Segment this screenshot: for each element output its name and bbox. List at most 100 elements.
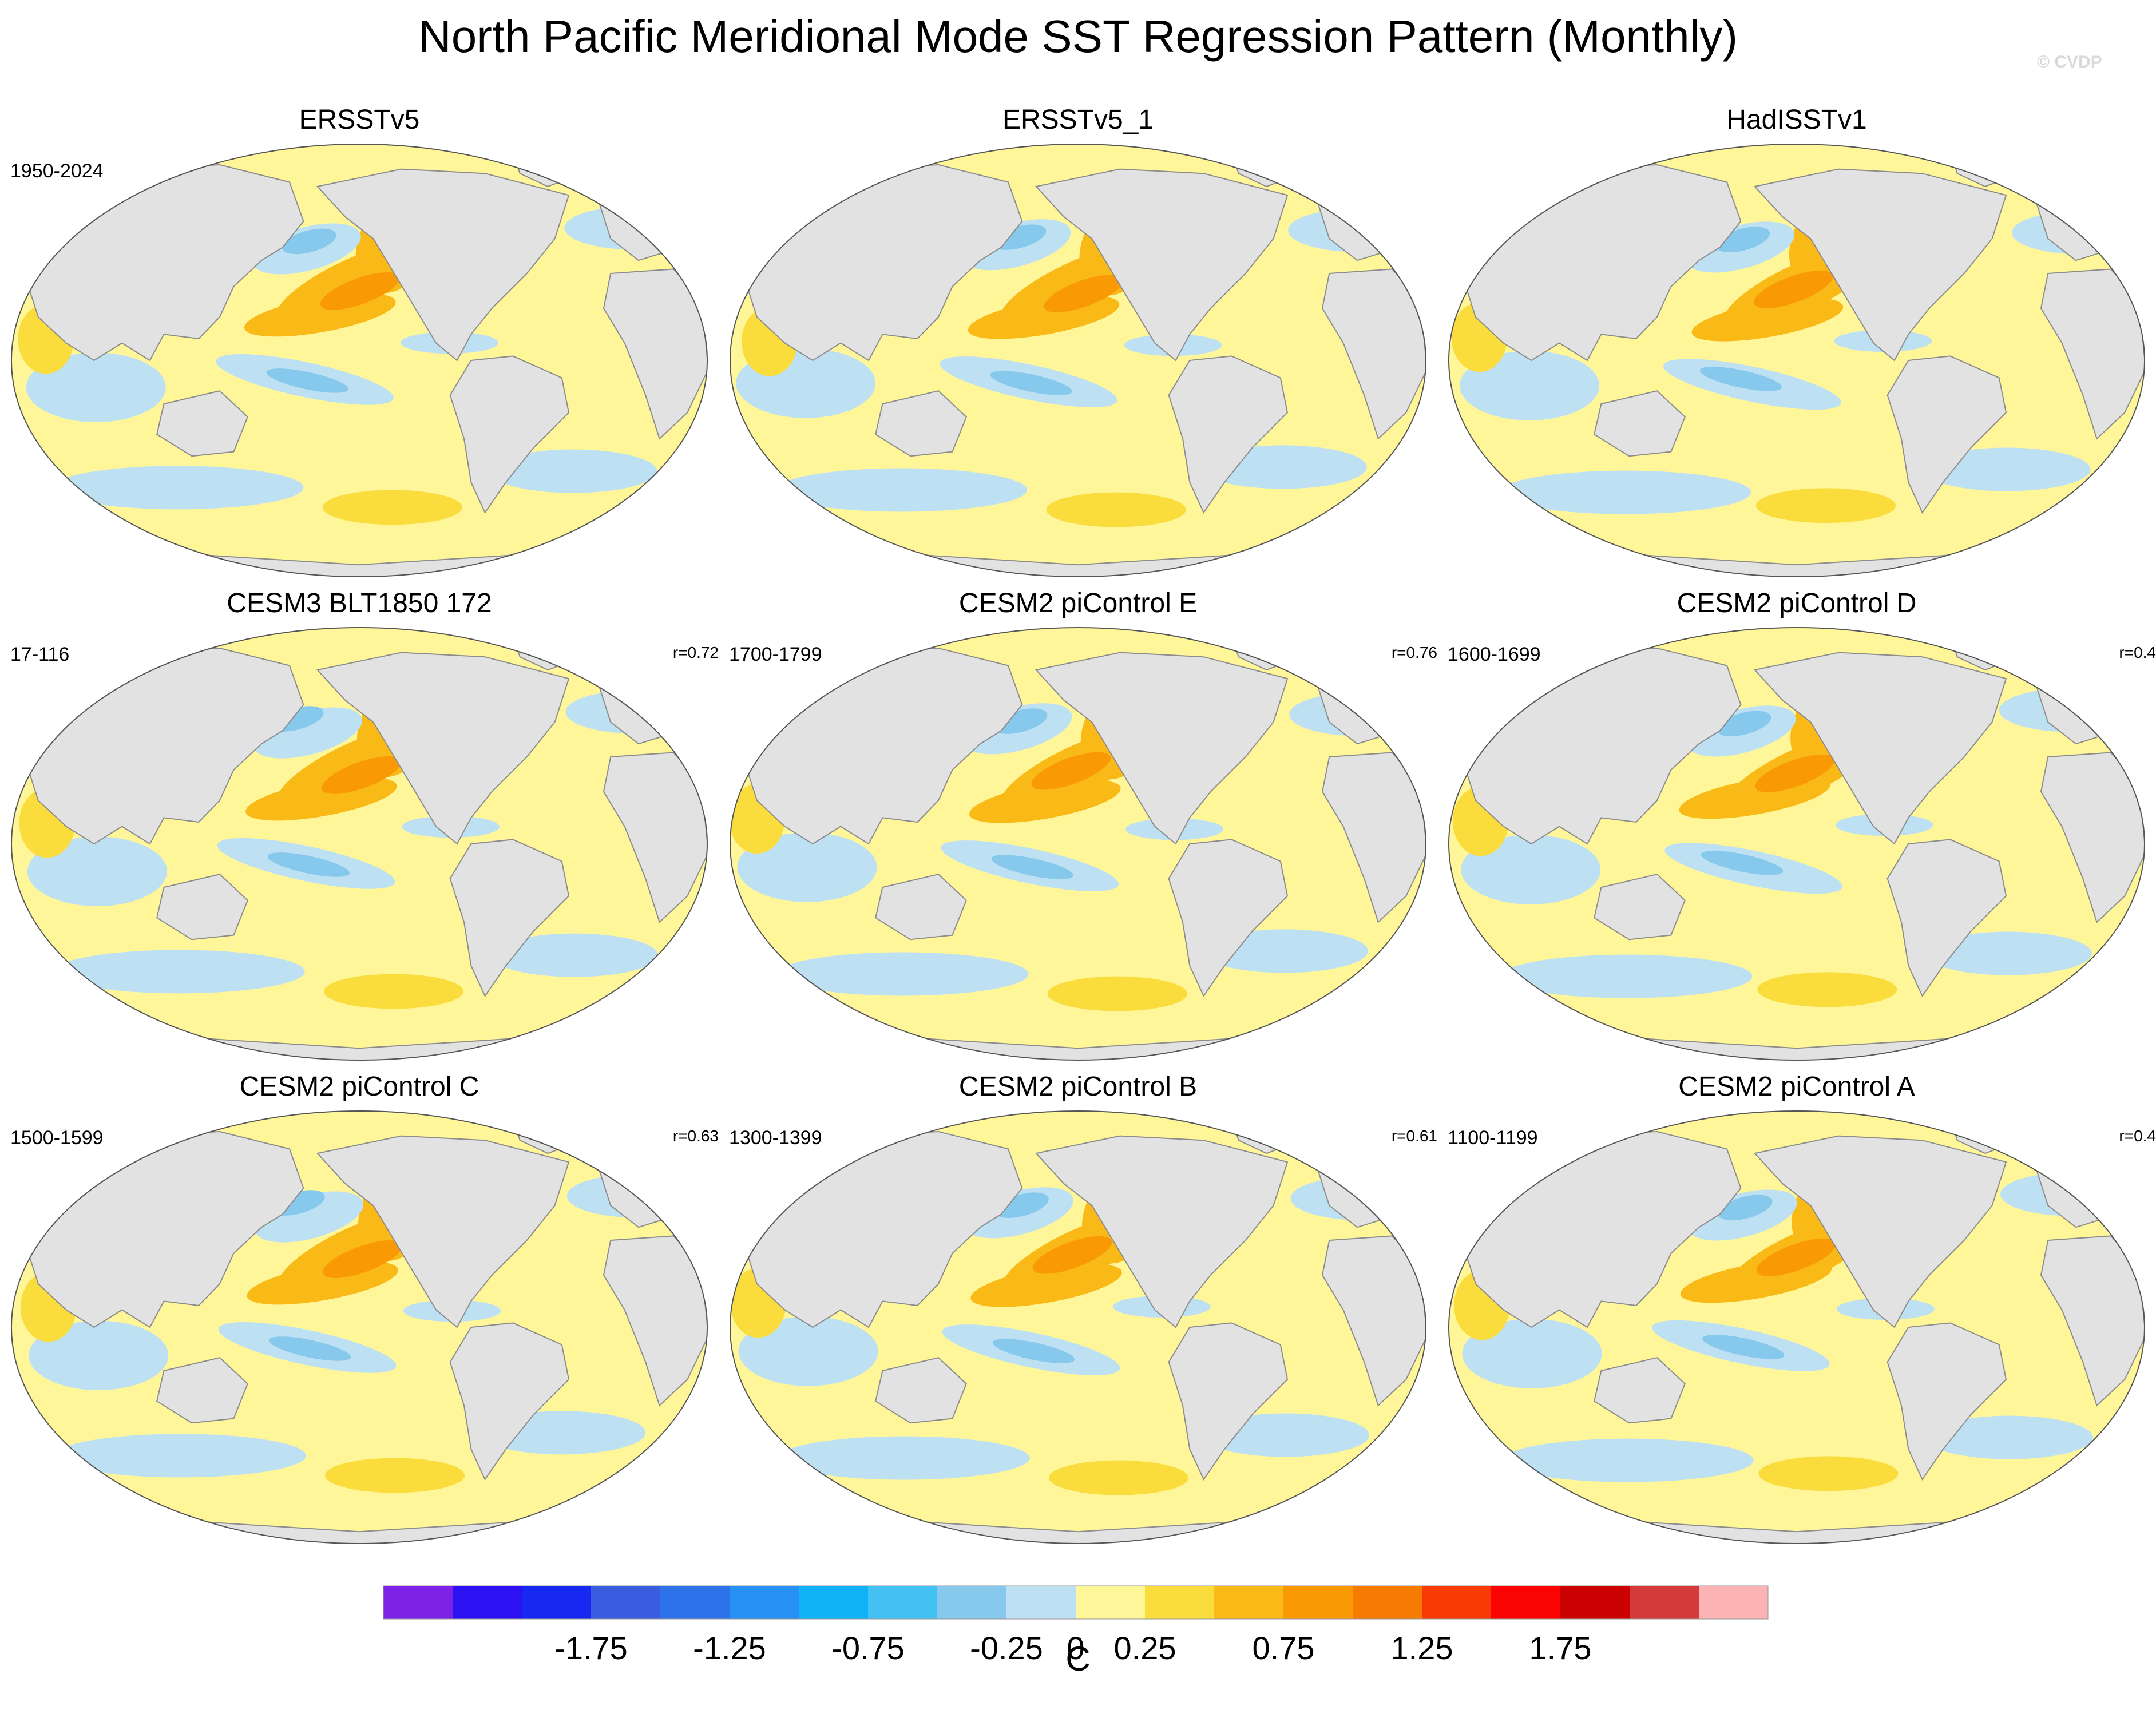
sst-anomaly-contour <box>52 466 304 510</box>
map-border <box>1448 627 2145 1061</box>
sst-anomaly-contour <box>323 974 463 1009</box>
sst-anomaly-contour <box>1925 1415 2093 1459</box>
sst-anomaly-contour <box>1756 488 1896 523</box>
colorbar-swatch <box>1283 1586 1353 1619</box>
colorbar-swatch <box>1214 1586 1284 1619</box>
colorbar-tick-label: -1.75 <box>554 1630 628 1666</box>
sst-anomaly-contour <box>26 352 166 422</box>
sst-anomaly-contour <box>991 855 1073 879</box>
panel-period: 1500-1599 <box>10 1127 104 1149</box>
colorbar-swatch <box>1006 1586 1076 1619</box>
panel-period: 1300-1399 <box>729 1127 822 1149</box>
colorbar-swatch <box>660 1586 730 1619</box>
sst-regression-map <box>11 1110 708 1544</box>
colorbar-tick-label: 0 <box>1067 1630 1084 1666</box>
panel-title: CESM2 piControl D <box>1677 588 1917 618</box>
colorbar-swatch <box>1560 1586 1630 1619</box>
colorbar-swatch <box>1076 1586 1146 1619</box>
sst-anomaly-contour <box>778 1436 1030 1480</box>
land-samerica <box>1886 839 2007 998</box>
land-australia <box>1594 1357 1686 1424</box>
map-border <box>730 144 1426 577</box>
map-border <box>11 1110 708 1544</box>
land-australia <box>875 390 967 457</box>
sst-anomaly-contour <box>1756 1238 1836 1276</box>
map-border <box>1448 144 2145 577</box>
sst-anomaly-contour <box>489 449 657 493</box>
sst-anomaly-contour <box>1702 1335 1785 1359</box>
sst-anomaly-contour <box>777 952 1029 996</box>
sst-anomaly-contour <box>1699 367 1782 391</box>
sst-anomaly-contour <box>776 468 1028 512</box>
sst-regression-map <box>730 144 1426 577</box>
colorbar-tick-label: 0.25 <box>1114 1630 1176 1666</box>
sst-anomaly-contour <box>29 1320 169 1391</box>
land-namerica <box>1753 168 2007 362</box>
land-namerica <box>1035 168 1289 362</box>
panel-period: 1700-1799 <box>729 644 822 665</box>
sst-anomaly-contour <box>990 371 1072 395</box>
panel-title: CESM2 piControl C <box>239 1072 479 1102</box>
land-namerica <box>1035 652 1289 845</box>
sst-anomaly-contour <box>1031 752 1111 790</box>
cvdp-watermark: © CVDP <box>2037 53 2102 72</box>
map-panel: HadISSTv1 <box>1437 103 2156 586</box>
sst-anomaly-contour <box>738 1316 878 1386</box>
sst-anomaly-contour <box>1032 1236 1112 1274</box>
land-australia <box>875 874 967 941</box>
sst-anomaly-contour <box>1048 1460 1188 1495</box>
map-panel: CESM2 piControl C 1500-1599 r=0.63 <box>0 1070 719 1553</box>
map-panel: CESM3 BLT1850 172 17-116 r=0.72 <box>0 586 719 1070</box>
panel-pattern-correlation: r=0.4 <box>2119 1127 2156 1145</box>
panel-title: ERSSTv5_1 <box>1002 105 1154 135</box>
colorbar-swatch <box>937 1586 1007 1619</box>
land-namerica <box>1035 1135 1289 1328</box>
sst-anomaly-contour <box>1499 470 1751 514</box>
colorbar-swatch <box>730 1586 799 1619</box>
sst-anomaly-contour <box>737 832 877 902</box>
land-australia <box>156 874 248 941</box>
panel-pattern-correlation: r=0.61 <box>1391 1127 1437 1145</box>
map-border <box>730 1110 1426 1544</box>
colorbar-swatch <box>453 1586 522 1619</box>
land-australia <box>875 1357 967 1424</box>
colorbar-swatch <box>1422 1586 1492 1619</box>
map-panel: CESM2 piControl B 1300-1399 r=0.61 <box>719 1070 1437 1553</box>
sst-regression-map <box>11 144 708 577</box>
map-panel: ERSSTv5 1950-2024 <box>0 103 719 586</box>
sst-anomaly-contour <box>266 368 348 393</box>
land-samerica <box>1886 355 2007 514</box>
colorbar-tick-label: -1.25 <box>693 1630 766 1666</box>
sst-anomaly-contour <box>490 933 659 977</box>
sst-anomaly-contour <box>1462 1319 1602 1388</box>
map-panel: ERSSTv5_1 <box>719 103 1437 586</box>
colorbar-tick-label: -0.25 <box>970 1630 1043 1666</box>
sst-anomaly-contour <box>1044 275 1124 313</box>
land-samerica <box>1168 839 1289 998</box>
sst-anomaly-contour <box>1691 297 1844 342</box>
panel-pattern-correlation: r=0.72 <box>672 644 719 661</box>
panel-pattern-correlation: r=0.4 <box>2119 644 2156 661</box>
map-border <box>1448 1110 2145 1544</box>
sst-anomaly-contour <box>1754 270 1833 308</box>
sst-anomaly-contour <box>268 1336 351 1361</box>
colorbar-swatch <box>1699 1586 1769 1619</box>
sst-anomaly-contour <box>1046 492 1186 527</box>
colorbar-frame <box>383 1585 1769 1620</box>
colorbar-tick-label: -0.75 <box>831 1630 905 1666</box>
sst-anomaly-contour <box>1461 835 1601 904</box>
land-australia <box>1594 874 1686 941</box>
colorbar-tick-label: 1.75 <box>1529 1630 1592 1666</box>
sst-anomaly-contour <box>1755 754 1834 792</box>
land-samerica <box>1168 355 1289 514</box>
land-namerica <box>316 1135 570 1328</box>
sst-regression-map <box>730 627 1426 1061</box>
colorbar-units-label: C <box>1065 1640 1091 1678</box>
land-samerica <box>449 355 570 514</box>
map-panel: CESM2 piControl A 1100-1199 r=0.4 <box>1437 1070 2156 1553</box>
colorbar-swatch <box>1353 1586 1422 1619</box>
sst-anomaly-contour <box>282 228 336 255</box>
panel-pattern-correlation: r=0.63 <box>672 1127 719 1145</box>
panel-title: ERSSTv5 <box>299 105 420 135</box>
sst-anomaly-contour <box>323 1240 402 1278</box>
